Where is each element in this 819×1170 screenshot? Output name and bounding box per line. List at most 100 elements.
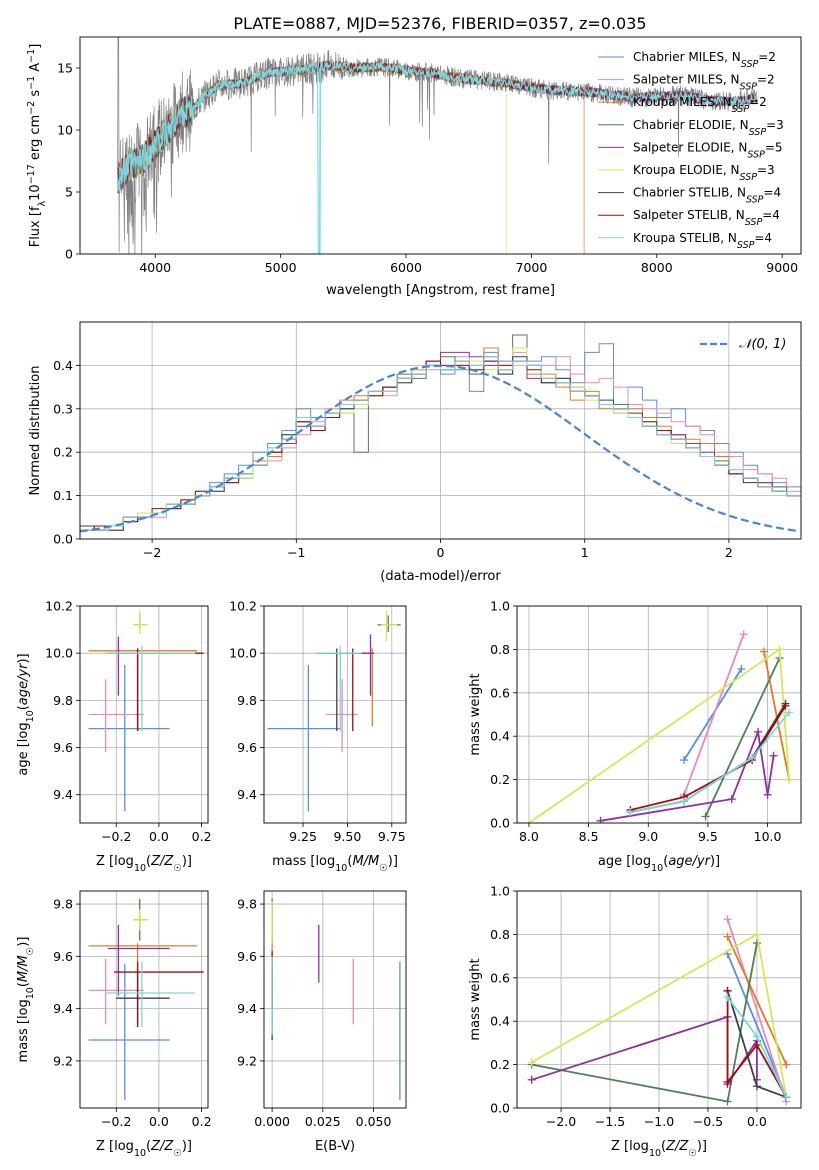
x-tick-label: −1 [287, 545, 305, 560]
x-tick-label: 6000 [390, 260, 422, 275]
series-line [726, 918, 788, 1102]
legend-entry: Kroupa STELIB, NSSP=4 [633, 231, 772, 251]
label-part: 10 [651, 863, 663, 874]
label-part: mass [log [16, 999, 31, 1062]
y-tick-label: 0.8 [490, 642, 510, 657]
y-tick-label: 0.4 [53, 358, 73, 373]
x-tick-label: 5000 [265, 260, 297, 275]
label-part: Flux [f [28, 206, 43, 247]
label-part: =5 [765, 140, 783, 154]
y-tick-label: 9.2 [53, 1053, 73, 1068]
series-line [600, 728, 775, 822]
y-tick-label: 1.0 [490, 884, 510, 899]
y-axis-label: mass weight [468, 958, 483, 1040]
spectrum-panel: 4000 5000 6000 7000 8000 9000 0 5 10 15 wavelength… [26, 36, 802, 298]
gaussian-curve [80, 364, 799, 533]
label-part: −1 [26, 49, 37, 63]
x-axis-label: Z [log10(Z/Z☉)] [96, 1139, 192, 1159]
errorbars [267, 610, 401, 812]
label-part: =2 [758, 50, 776, 64]
label-part: SSP [740, 172, 758, 183]
label-part: ( [661, 1139, 666, 1154]
x-tick-label: 0.2 [192, 829, 212, 844]
residuals-panel: −2 −1 0 1 2 0.0 0.1 0.2 0.3 0.4 (data-model)/error… [28, 321, 802, 584]
x-axis-label: wavelength [Angstrom, rest frame] [326, 283, 555, 298]
weight_vs_Z-panel: −2.0 −1.5 −1.0 −0.5 0.0 0.0 0.2 0.4 0.6 0.8 1.0 Z [… [468, 884, 802, 1159]
label-part: Salpeter STELIB, N [633, 208, 745, 222]
histograms [80, 334, 801, 539]
label-part: )] [182, 1139, 192, 1154]
mass_vs_ebv-panel: 0.000 0.025 0.050 9.2 9.4 9.6 9.8 E(B-V) [237, 890, 407, 1154]
y-tick-label: 9.4 [53, 787, 73, 802]
x-tick-label: 0.0 [149, 1114, 169, 1129]
label-part: 10 [134, 863, 146, 874]
label-part: =3 [757, 163, 775, 177]
label-part: )] [697, 1139, 707, 1154]
label-part: Chabrier ELODIE, N [633, 118, 749, 132]
y-tick-label: 9.4 [237, 1001, 257, 1016]
histogram-step [80, 347, 801, 539]
label-part: ( [146, 854, 151, 869]
label-part: 10 [335, 863, 347, 874]
label-part: SSP [749, 126, 767, 137]
y-tick-label: 0.0 [490, 816, 510, 831]
legend-entry: Salpeter STELIB, NSSP=4 [633, 208, 780, 228]
y-axis-label: Flux [fλ10−17 erg cm−2 s−1 A−1] [26, 44, 48, 248]
y-tick-label: 9.6 [237, 949, 257, 964]
label-part: −1 [26, 76, 37, 90]
label-part: ( [347, 854, 352, 869]
legend-entry: Kroupa MILES, NSSP=2 [633, 95, 767, 115]
x-tick-label: −0.5 [693, 1114, 723, 1129]
x-tick-label: −2.0 [546, 1114, 576, 1129]
label-part: age [log [16, 722, 31, 775]
x-axis-label: mass [log10(M/M☉)] [272, 854, 398, 874]
series-line [531, 942, 758, 1103]
x-tick-label: 10.0 [754, 829, 782, 844]
y-tick-label: 9.6 [53, 740, 73, 755]
x-tick-label: 9.0 [638, 829, 658, 844]
figure-title: PLATE=0887, MJD=52376, FIBERID=0357, z=0… [233, 14, 646, 33]
spectrum-lines [117, 37, 758, 254]
y-tick-label: 9.8 [53, 897, 73, 912]
model-spectrum [117, 60, 758, 194]
mass_vs_Z-panel: −0.2 0.0 0.29.29.49.69.8Z [log10(Z/Z☉)]mas… [16, 890, 212, 1159]
weight_vs_age-panel: 8.0 8.5 9.0 9.5 10.0 0.0 0.2 0.4 0.6 0.8 1.0 age [l… [468, 599, 802, 874]
label-part: Kroupa MILES, N [633, 95, 732, 109]
label-part: Z/Z [150, 854, 174, 869]
x-axis-label: (data-model)/error [380, 569, 501, 584]
y-tick-label: 10.0 [229, 646, 257, 661]
histogram-step [80, 360, 801, 539]
label-part: 10 [649, 1148, 661, 1159]
x-tick-label: 8.0 [519, 829, 539, 844]
y-tick-label: 10.0 [45, 646, 73, 661]
label-part: erg cm [28, 115, 43, 164]
x-axis-label: Z [log10(Z/Z☉)] [611, 1139, 707, 1159]
x-axis-label: age [log10(age/yr)] [598, 854, 720, 874]
label-part: Z [log [96, 1139, 134, 1154]
x-tick-label: 0.000 [254, 1114, 290, 1129]
histogram-step [80, 351, 801, 539]
label-part: SSP [741, 59, 759, 70]
errorbars [271, 898, 401, 1101]
axes-frame [79, 321, 802, 540]
x-tick-label: −2 [143, 545, 161, 560]
y-axis-label: age [log10(age/yr)] [16, 653, 36, 775]
y-tick-label: 10.2 [45, 599, 73, 614]
label-part: M/M [352, 854, 379, 869]
x-tick-label: 4000 [139, 260, 171, 275]
series-line [531, 1015, 758, 1088]
y-axis-label: Normed distribution [28, 366, 43, 496]
x-tick-label: 0.2 [192, 1114, 212, 1129]
label-part: age/yr [668, 854, 711, 869]
label-part: 10 [25, 987, 36, 999]
label-part: Kroupa STELIB, N [633, 231, 737, 245]
legend-entry: Chabrier ELODIE, NSSP=3 [633, 118, 784, 138]
label-part: ] [28, 44, 43, 49]
label-part: Z/Z [665, 1139, 689, 1154]
label-part: SSP [747, 149, 765, 160]
legend-entry: Chabrier STELIB, NSSP=4 [633, 186, 781, 206]
y-tick-label: 9.8 [237, 897, 257, 912]
label-part: 10 [25, 710, 36, 722]
label-part: =4 [763, 186, 781, 200]
